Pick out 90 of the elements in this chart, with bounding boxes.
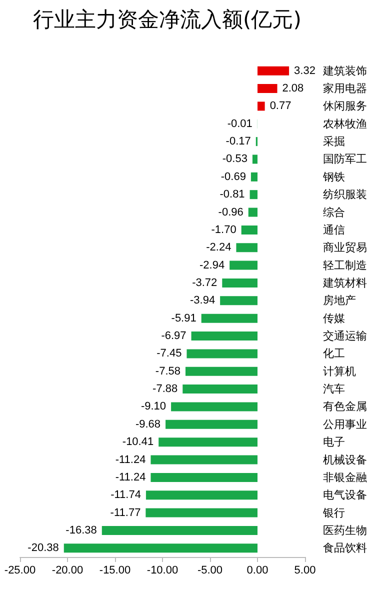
x-tick-label: -10.00 xyxy=(146,564,178,576)
y-tick-label: 化工 xyxy=(323,347,345,360)
bar xyxy=(250,172,258,182)
data-label: -16.38 xyxy=(66,524,97,536)
data-label: 0.77 xyxy=(270,100,292,112)
bar xyxy=(258,102,265,111)
y-tick-label: 食品饮料 xyxy=(323,542,367,555)
y-tick-label: 汽车 xyxy=(323,382,345,396)
data-label: -9.10 xyxy=(140,400,166,413)
data-label: -11.74 xyxy=(110,489,141,502)
data-label: -0.69 xyxy=(220,170,246,183)
data-label: -7.88 xyxy=(152,383,178,396)
bar xyxy=(146,490,258,500)
chart-title: 行业主力资金净流入额(亿元) xyxy=(33,8,302,32)
bar xyxy=(171,402,258,412)
data-label: -9.68 xyxy=(135,418,161,430)
bar xyxy=(230,260,258,270)
data-label: -3.94 xyxy=(190,294,216,307)
data-label: -0.01 xyxy=(227,118,252,130)
bar xyxy=(182,384,258,394)
data-label: -3.72 xyxy=(192,276,218,289)
y-tick-label: 国防军工 xyxy=(323,152,367,166)
y-tick-label: 有色金属 xyxy=(323,400,367,414)
bar xyxy=(252,154,258,164)
data-label: -0.96 xyxy=(218,206,244,218)
data-label: -7.58 xyxy=(155,365,180,378)
bar xyxy=(185,366,258,376)
data-label: -10.41 xyxy=(122,436,154,448)
data-label: -20.38 xyxy=(28,542,59,554)
y-tick-label: 房地产 xyxy=(323,294,356,308)
x-tick-label: -25.00 xyxy=(4,564,36,576)
y-tick-label: 通信 xyxy=(323,223,345,236)
bar xyxy=(166,420,258,429)
data-label: -11.77 xyxy=(110,506,141,519)
x-tick-label: -20.00 xyxy=(52,564,84,576)
data-label: -2.94 xyxy=(199,259,225,272)
data-label: -1.70 xyxy=(211,224,236,236)
bar xyxy=(248,208,258,217)
bar xyxy=(102,526,258,535)
bar xyxy=(150,472,258,482)
bar xyxy=(258,66,290,76)
data-label: -0.17 xyxy=(226,136,251,148)
data-label: -7.45 xyxy=(156,348,182,360)
y-tick-label: 交通运输 xyxy=(323,330,367,343)
bar xyxy=(64,544,258,553)
y-tick-label: 机械设备 xyxy=(323,453,367,466)
bar xyxy=(241,225,258,234)
y-tick-label: 农林牧渔 xyxy=(323,117,367,130)
data-label: -0.81 xyxy=(220,188,245,201)
y-tick-label: 电气设备 xyxy=(323,488,367,502)
data-label: -0.53 xyxy=(222,153,248,166)
y-tick-label: 休闲服务 xyxy=(323,100,367,113)
y-tick-label: 医药生物 xyxy=(323,524,367,537)
y-tick-label: 公用事业 xyxy=(323,418,367,431)
data-label: -5.91 xyxy=(171,312,196,324)
bar xyxy=(250,190,258,200)
y-tick-label: 家用电器 xyxy=(323,82,367,96)
bar xyxy=(220,296,258,306)
y-tick-label: 银行 xyxy=(322,506,345,520)
bar xyxy=(150,455,258,464)
y-tick-label: 轻工制造 xyxy=(323,258,367,272)
bar xyxy=(201,314,258,323)
data-label: 3.32 xyxy=(294,64,316,77)
data-label: -11.24 xyxy=(115,471,146,484)
bar xyxy=(258,84,278,94)
data-label: 2.08 xyxy=(282,82,304,95)
data-label: -2.24 xyxy=(206,242,232,254)
y-tick-label: 非银金融 xyxy=(323,470,367,484)
y-tick-label: 采掘 xyxy=(323,135,345,148)
x-tick-label: 0.00 xyxy=(246,564,268,576)
x-tick-label: 5.00 xyxy=(294,564,316,576)
bar xyxy=(222,278,258,288)
data-label: -6.97 xyxy=(161,330,186,342)
bar xyxy=(186,349,258,358)
bar xyxy=(236,243,258,252)
y-tick-label: 钢铁 xyxy=(322,170,345,184)
bar xyxy=(191,332,258,341)
y-tick-label: 建筑材料 xyxy=(322,276,367,290)
data-label: -11.24 xyxy=(115,454,146,466)
y-tick-label: 传媒 xyxy=(323,312,345,325)
y-tick-label: 综合 xyxy=(323,206,345,219)
x-tick-label: -15.00 xyxy=(99,564,131,576)
y-tick-label: 电子 xyxy=(323,436,345,449)
y-tick-label: 商业贸易 xyxy=(323,241,367,254)
x-tick-label: -5.00 xyxy=(197,564,223,576)
y-tick-label: 建筑装饰 xyxy=(322,64,367,78)
bar xyxy=(158,438,258,447)
y-tick-label: 计算机 xyxy=(323,364,356,378)
y-tick-label: 纺织服装 xyxy=(323,188,367,202)
bar xyxy=(146,508,258,518)
